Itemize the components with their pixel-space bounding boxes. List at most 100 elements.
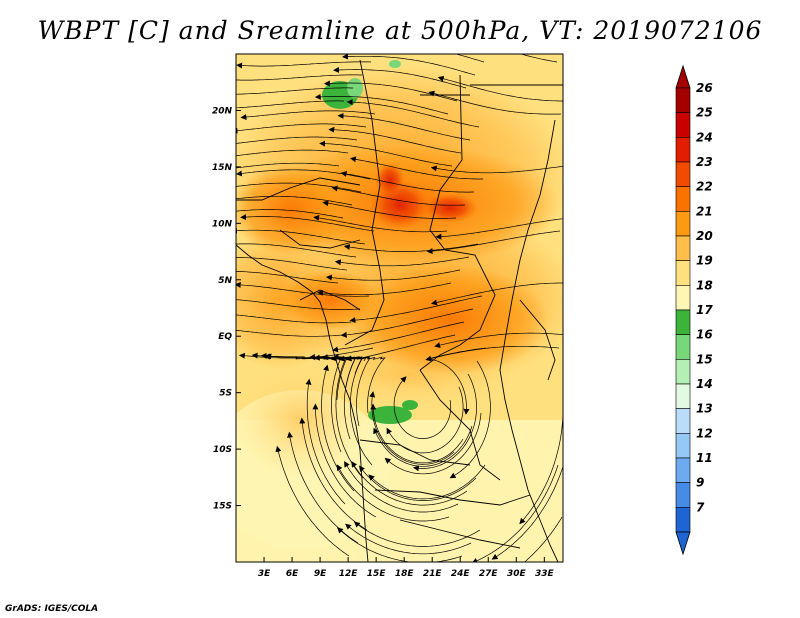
streamline-103 xyxy=(344,461,459,513)
lon-tick-label-5: 18E xyxy=(395,569,415,579)
streamline-41 xyxy=(240,214,375,232)
lat-tick-label-6: 10S xyxy=(213,445,232,455)
streamline-88 xyxy=(370,403,464,464)
colorbar-swatch-2 xyxy=(675,137,691,163)
colorbar-swatch-14 xyxy=(675,433,691,459)
lon-tick-label-9: 30E xyxy=(507,569,527,579)
streamlines xyxy=(236,54,563,562)
streamline-9 xyxy=(437,75,563,102)
streamline-53 xyxy=(236,268,339,284)
streamline-13 xyxy=(314,93,449,115)
streamline-107 xyxy=(312,403,377,518)
lat-tick-label-1: 15N xyxy=(212,163,233,173)
map-title: WBPT [C] and Sreamline at 500hPa, VT: 20… xyxy=(37,16,763,45)
lon-tick-label-1: 6E xyxy=(286,569,299,579)
lon-tick-label-7: 24E xyxy=(451,569,471,579)
streamline-93 xyxy=(471,464,559,562)
colorbar-label-15: 11 xyxy=(696,451,713,465)
streamline-1 xyxy=(454,54,485,63)
streamline-97 xyxy=(359,465,477,501)
colorbar-swatch-11 xyxy=(675,359,691,385)
streamline-20 xyxy=(236,136,358,144)
streamline-85 xyxy=(373,425,473,467)
colorbar-swatch-1 xyxy=(675,112,691,138)
colorbar-swatch-13 xyxy=(675,408,691,434)
map-frame xyxy=(235,53,564,563)
streamline-26 xyxy=(236,162,340,169)
streamline-14 xyxy=(240,110,376,121)
streamline-79 xyxy=(393,376,452,439)
streamline-63 xyxy=(434,332,563,349)
lon-tick-label-6: 21E xyxy=(423,569,443,579)
colorbar-label-10: 16 xyxy=(696,328,713,342)
streamline-56 xyxy=(236,281,370,297)
streamline-82 xyxy=(384,412,482,475)
latitude-ticks: 20N 15N 10N 5N EQ 5S 10S 15S xyxy=(212,106,241,512)
warm-zone-southwest xyxy=(236,360,370,480)
colorbar-label-0: 26 xyxy=(696,81,713,95)
lat-tick-label-0: 20N xyxy=(212,106,233,116)
colorbar-swatch-3 xyxy=(675,161,691,187)
colorbar-label-1: 25 xyxy=(696,106,713,120)
streamline-65 xyxy=(236,329,343,337)
colorbar-swatch-12 xyxy=(675,383,691,409)
lon-tick-label-8: 27E xyxy=(479,569,499,579)
streamline-51 xyxy=(430,282,563,306)
streamline-47 xyxy=(236,243,357,258)
streamline-50 xyxy=(236,257,348,271)
streamline-32 xyxy=(236,182,362,193)
colorbar-top-arrow xyxy=(675,64,691,89)
streamline-16 xyxy=(346,99,480,128)
colorbar-label-12: 14 xyxy=(696,377,713,391)
colorbar-label-5: 21 xyxy=(696,204,713,218)
lon-tick-label-10: 33E xyxy=(535,569,555,579)
streamline-101 xyxy=(321,364,355,492)
streamline-115 xyxy=(337,527,463,562)
streamline-4 xyxy=(342,54,476,76)
colorbar-swatch-5 xyxy=(675,211,691,237)
streamline-89 xyxy=(313,354,357,440)
streamline-8 xyxy=(236,87,353,95)
lon-tick-label-4: 15E xyxy=(367,569,387,579)
streamline-90 xyxy=(491,465,563,560)
colorbar-label-6: 20 xyxy=(696,229,713,243)
streamline-106 xyxy=(336,464,450,522)
streamline-46 xyxy=(334,256,470,267)
streamline-35 xyxy=(236,195,353,206)
lon-tick-label-3: 12E xyxy=(339,569,359,579)
credit-text: GrADS: IGES/COLA xyxy=(5,604,99,614)
colorbar-label-7: 19 xyxy=(696,254,713,268)
streamline-0 xyxy=(519,54,558,63)
colorbar-label-2: 24 xyxy=(696,130,713,144)
colorbar-bottom-arrow xyxy=(675,531,691,556)
colorbar-swatch-7 xyxy=(675,260,691,286)
streamline-24 xyxy=(430,165,563,174)
colorbar-label-16: 9 xyxy=(696,476,704,490)
streamline-67 xyxy=(427,347,487,415)
colorbar-swatch-4 xyxy=(675,186,691,212)
streamline-58 xyxy=(340,308,474,338)
streamline-17 xyxy=(236,123,367,134)
streamline-19 xyxy=(337,112,471,141)
streamline-10 xyxy=(323,80,458,102)
streamline-36 xyxy=(435,218,563,240)
streamline-43 xyxy=(343,243,479,252)
orange-zone-west xyxy=(236,165,350,255)
streamline-2 xyxy=(236,61,372,69)
colorbar-label-4: 22 xyxy=(696,180,713,194)
streamline-44 xyxy=(236,227,366,245)
map-area xyxy=(236,54,563,562)
streamline-49 xyxy=(325,269,461,281)
lat-tick-label-3: 5N xyxy=(218,276,232,286)
streamline-12 xyxy=(428,90,562,115)
lon-tick-label-2: 9E xyxy=(314,569,327,579)
colorbar-swatch-0 xyxy=(675,87,691,113)
streamline-110 xyxy=(299,417,368,531)
cool-patch-south xyxy=(368,406,412,424)
streamline-55 xyxy=(349,295,483,324)
hot-core-2 xyxy=(422,193,478,223)
colorbar-label-14: 12 xyxy=(696,426,713,440)
streamline-40 xyxy=(313,214,448,233)
streamline-62 xyxy=(236,314,352,324)
cool-patch-south-edge xyxy=(402,400,418,410)
